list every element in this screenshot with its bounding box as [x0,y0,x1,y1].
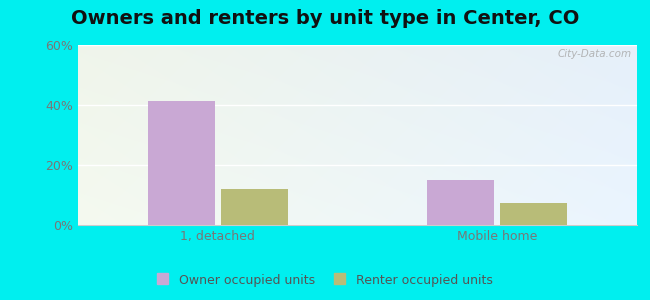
Bar [500,202,567,225]
Text: City-Data.com: City-Data.com [557,49,631,58]
Text: Owners and renters by unit type in Center, CO: Owners and renters by unit type in Cente… [71,9,579,28]
Legend: Owner occupied units, Renter occupied units: Owner occupied units, Renter occupied un… [153,270,497,291]
Bar [148,100,215,225]
Bar [428,180,495,225]
Bar [220,189,287,225]
